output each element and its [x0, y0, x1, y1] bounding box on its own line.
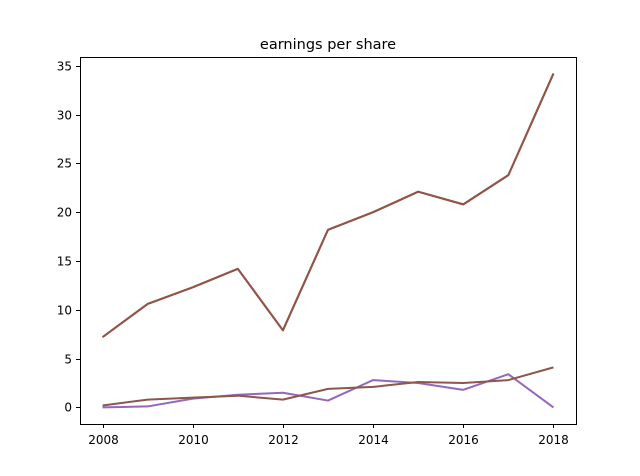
x-tick-label: 2018 — [538, 433, 569, 447]
y-tick-label: 15 — [57, 255, 72, 269]
x-tick-label: 2012 — [268, 433, 299, 447]
series-layer — [101, 73, 555, 409]
series-line-3 — [102, 373, 555, 409]
chart-title: earnings per share — [260, 37, 396, 53]
y-tick-label: 10 — [57, 304, 72, 318]
y-tick-label: 20 — [57, 206, 72, 220]
x-tick-label: 2010 — [178, 433, 209, 447]
series-line-4 — [102, 366, 554, 407]
axes-layer: 2008 2010 2012 2014 2016 2018 0 5 10 15 20 25 30 35 — [57, 57, 577, 447]
y-tick-label: 25 — [57, 157, 72, 171]
series-line-2 — [101, 73, 555, 338]
y-tick-label: 0 — [64, 401, 72, 415]
y-tick-label: 35 — [57, 60, 72, 74]
x-tick-label: 2016 — [448, 433, 479, 447]
plot-frame — [80, 57, 577, 425]
x-tick-label: 2014 — [358, 433, 389, 447]
y-tick-label: 30 — [57, 109, 72, 123]
x-tick-label: 2008 — [88, 433, 119, 447]
y-tick-label: 5 — [64, 353, 72, 367]
